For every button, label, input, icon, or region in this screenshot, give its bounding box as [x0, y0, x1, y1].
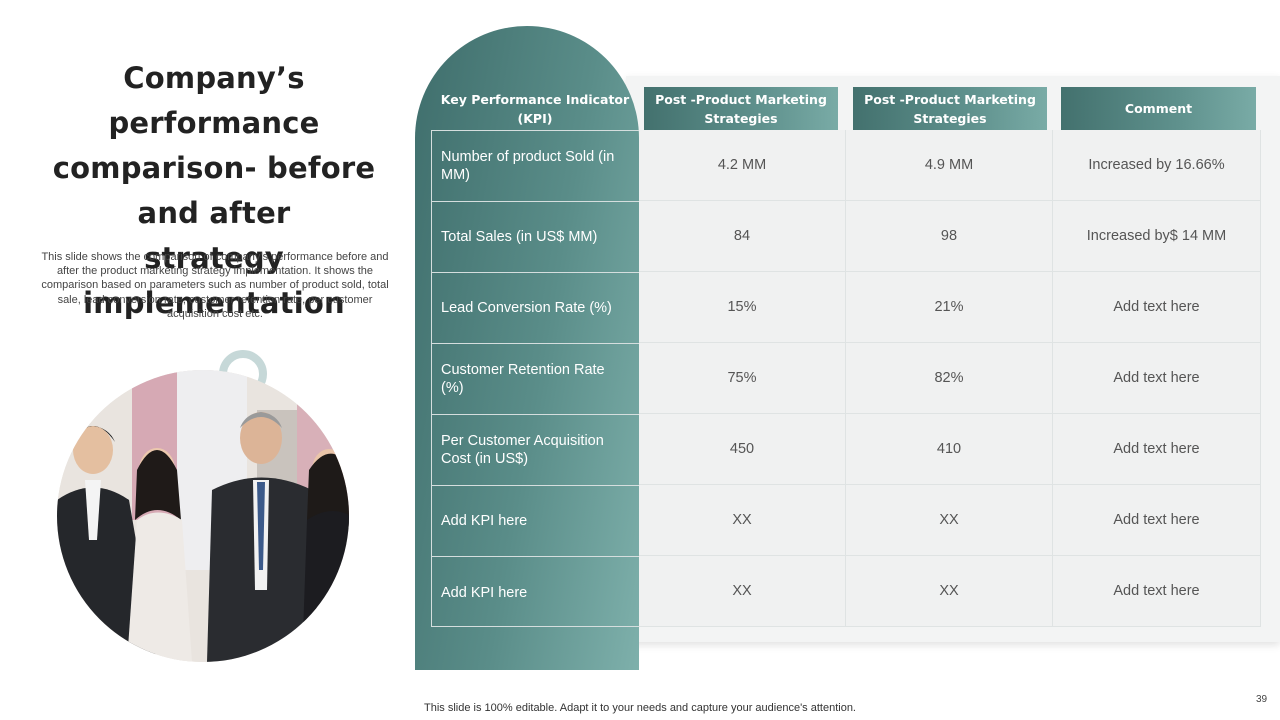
title-line-1: Company’s performance — [108, 61, 320, 140]
after-value-cell: 82% — [846, 343, 1053, 414]
after-value-cell: 21% — [846, 272, 1053, 343]
table-row: XX XX Add text here — [639, 485, 1261, 556]
kpi-cell: Lead Conversion Rate (%) — [432, 273, 639, 344]
comparison-table: 4.2 MM 4.9 MM Increased by 16.66% 84 98 … — [639, 130, 1261, 627]
comment-cell: Increased by$ 14 MM — [1053, 201, 1261, 272]
comment-cell: Add text here — [1053, 272, 1261, 343]
before-value-cell: 15% — [639, 272, 846, 343]
team-photo — [57, 370, 349, 662]
kpi-cell: Add KPI here — [432, 486, 639, 557]
title-line-3: and after — [137, 196, 291, 230]
after-value-cell: XX — [846, 556, 1053, 627]
table-row: 84 98 Increased by$ 14 MM — [639, 201, 1261, 272]
kpi-cell: Add KPI here — [441, 584, 528, 601]
kpi-column: Number of product Sold (in MM) Total Sal… — [431, 130, 639, 627]
kpi-cell: Total Sales (in US$ MM) — [432, 202, 639, 273]
page-number: 39 — [1256, 694, 1268, 705]
table-row: 75% 82% Add text here — [639, 343, 1261, 414]
before-value-cell: XX — [639, 556, 846, 627]
comment-cell: Add text here — [1053, 343, 1261, 414]
comment-cell: Add text here — [1053, 485, 1261, 556]
header-kpi: Key Performance Indicator (KPI) — [440, 91, 630, 126]
kpi-cell: Customer Retention Rate (%) — [432, 344, 639, 415]
slide-description: This slide shows the comparison of compa… — [41, 251, 389, 320]
kpi-column-arch — [415, 26, 639, 670]
after-value-cell: 410 — [846, 414, 1053, 485]
header-comment: Comment — [1061, 87, 1256, 130]
table-row: 4.2 MM 4.9 MM Increased by 16.66% — [639, 130, 1261, 201]
table-row: XX XX Add text here — [639, 556, 1261, 627]
table-row: 15% 21% Add text here — [639, 272, 1261, 343]
before-value-cell: 84 — [639, 201, 846, 272]
comment-cell: Increased by 16.66% — [1053, 130, 1261, 201]
header-post-product-1: Post -Product Marketing Strategies — [644, 87, 838, 130]
before-value-cell: 4.2 MM — [639, 130, 846, 201]
title-line-2: comparison- before — [52, 151, 376, 185]
footer-note: This slide is 100% editable. Adapt it to… — [424, 702, 856, 714]
comment-cell: Add text here — [1053, 556, 1261, 627]
before-value-cell: 450 — [639, 414, 846, 485]
after-value-cell: 4.9 MM — [846, 130, 1053, 201]
slide-title: Company’s performance comparison- before… — [14, 56, 414, 326]
after-value-cell: 98 — [846, 201, 1053, 272]
before-value-cell: XX — [639, 485, 846, 556]
table-row: 450 410 Add text here — [639, 414, 1261, 485]
kpi-cell: Number of product Sold (in MM) — [432, 131, 639, 202]
header-post-product-2: Post -Product Marketing Strategies — [853, 87, 1047, 130]
kpi-cell: Per Customer Acquisition Cost (in US$) — [432, 415, 639, 486]
title-line-4: strategy implementation — [83, 241, 345, 320]
before-value-cell: 75% — [639, 343, 846, 414]
comment-cell: Add text here — [1053, 414, 1261, 485]
after-value-cell: XX — [846, 485, 1053, 556]
team-photo-illustration — [57, 370, 349, 662]
